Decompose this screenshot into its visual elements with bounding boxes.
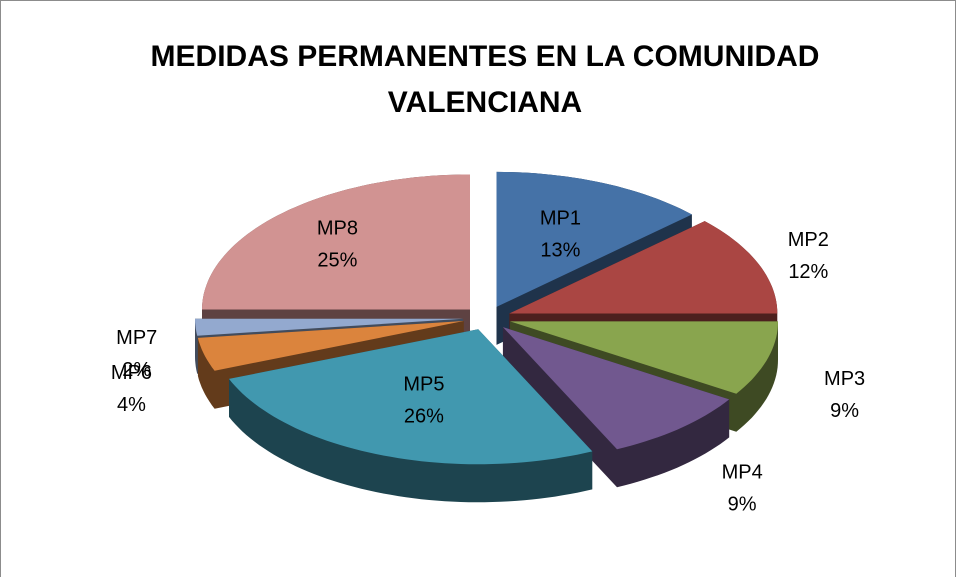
slice-label-value: 13% (540, 240, 580, 262)
pie (195, 171, 778, 503)
slice (197, 321, 464, 371)
slice-label-value: 4% (117, 394, 146, 416)
slice (502, 327, 730, 450)
slice (496, 171, 692, 307)
slice-label-name: MP5 (403, 373, 444, 395)
slice (195, 318, 463, 336)
slice (202, 174, 470, 310)
slice (510, 321, 778, 394)
slice-label-name: MP2 (788, 229, 829, 251)
slice-label-value: 2% (122, 359, 151, 381)
slice-label-name: MP1 (540, 208, 581, 230)
slice-label-value: 26% (404, 405, 444, 427)
slice-label-name: MP7 (116, 327, 157, 349)
slice (509, 221, 778, 314)
slice-label-name: MP6 (111, 362, 152, 384)
slice (229, 329, 593, 465)
slice-label-value: 9% (728, 494, 757, 516)
slice-label-value: 12% (788, 261, 828, 283)
slice-label-value: 9% (830, 400, 859, 422)
slice-label-name: MP3 (824, 368, 865, 390)
slice-label-value: 25% (317, 250, 357, 272)
slice-label-name: MP4 (722, 462, 763, 484)
slice-label-name: MP8 (317, 218, 358, 240)
chart-title: MEDIDAS PERMANENTES EN LA COMUNIDAD VALE… (150, 40, 820, 119)
